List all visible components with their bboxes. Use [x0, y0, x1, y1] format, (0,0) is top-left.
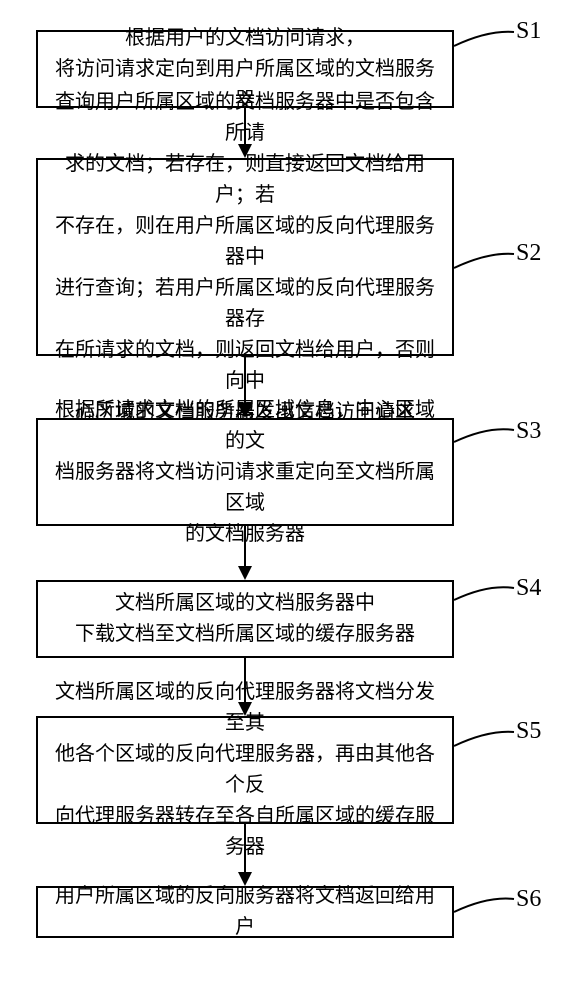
flow-node-text: 根据用户的文档访问请求，: [48, 23, 442, 54]
flow-node-text: 不存在，则在用户所属区域的反向代理服务器中: [48, 211, 442, 273]
flow-node-text: 在所请求的文档，则返回文档给用户，否则向中: [48, 335, 442, 397]
step-label-s4: S4: [516, 575, 541, 602]
step-label-s1: S1: [516, 18, 541, 45]
lead-line-s1: [450, 26, 518, 50]
flow-node-text: 用户所属区域的反向服务器将文档返回给用户: [48, 881, 442, 943]
step-label-s2: S2: [516, 240, 541, 267]
flow-node-text: 求的文档；若存在，则直接返回文档给用户；若: [48, 149, 442, 211]
flowchart-canvas: 根据用户的文档访问请求，将访问请求定向到用户所属区域的文档服务器S1查询用户所属…: [0, 0, 571, 1000]
lead-line-s6: [450, 892, 518, 916]
flow-node-text: 他各个区域的反向代理服务器，再由其他各个反: [48, 739, 442, 801]
step-label-s5: S5: [516, 718, 541, 745]
flow-node-text: 文档所属区域的反向代理服务器将文档分发至其: [48, 677, 442, 739]
lead-line-s2: [450, 248, 518, 272]
flow-node-s2: 查询用户所属区域的文档服务器中是否包含所请求的文档；若存在，则直接返回文档给用户…: [36, 158, 454, 356]
step-label-s6: S6: [516, 886, 541, 913]
flow-node-text: 向代理服务器转存至各自所属区域的缓存服务器: [48, 801, 442, 863]
lead-line-s3: [450, 422, 518, 446]
flow-node-s6: 用户所属区域的反向服务器将文档返回给用户: [36, 886, 454, 938]
flow-node-text: 的文档服务器: [48, 519, 442, 550]
flow-node-text: 进行查询；若用户所属区域的反向代理服务器存: [48, 273, 442, 335]
flow-node-text: 下载文档至文档所属区域的缓存服务器: [75, 619, 415, 650]
flow-node-s3: 根据所请求文档的所属区域信息，中心区域的文档服务器将文档访问请求重定向至文档所属…: [36, 418, 454, 526]
flow-node-text: 档服务器将文档访问请求重定向至文档所属区域: [48, 457, 442, 519]
lead-line-s5: [450, 726, 518, 750]
flow-node-s5: 文档所属区域的反向代理服务器将文档分发至其他各个区域的反向代理服务器，再由其他各…: [36, 716, 454, 824]
lead-line-s4: [450, 580, 518, 604]
flow-node-text: 根据所请求文档的所属区域信息，中心区域的文: [48, 395, 442, 457]
flow-node-text: 文档所属区域的文档服务器中: [75, 588, 415, 619]
flow-node-s4: 文档所属区域的文档服务器中下载文档至文档所属区域的缓存服务器: [36, 580, 454, 658]
flow-node-text: 查询用户所属区域的文档服务器中是否包含所请: [48, 87, 442, 149]
step-label-s3: S3: [516, 418, 541, 445]
